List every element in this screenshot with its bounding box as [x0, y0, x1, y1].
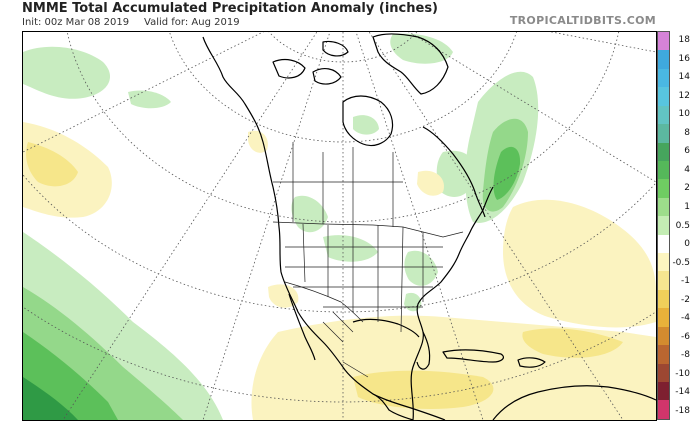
pacific-wet-deep	[23, 377, 78, 420]
labrador-coast	[422, 126, 486, 218]
gulf-alaska-wet	[128, 90, 171, 109]
legend-swatch	[658, 345, 669, 364]
legend-tick-label: -1	[681, 276, 690, 287]
northeast-pacific-dry-core	[26, 142, 78, 187]
north-pacific-wet	[23, 46, 111, 99]
legend-swatch	[658, 50, 669, 69]
legend-tick-label: -18	[675, 405, 690, 416]
gulf-of-mexico	[352, 318, 420, 338]
southwest-dry	[268, 284, 299, 308]
legend-tick-label: 6	[684, 146, 690, 157]
legend-tick-label: -0.5	[672, 257, 690, 268]
legend-swatch	[658, 308, 669, 327]
coastlines	[202, 33, 656, 420]
political-borders	[272, 142, 464, 378]
caribbean-dry-core	[353, 370, 494, 409]
hudson-wet	[353, 115, 379, 135]
legend-swatch	[658, 124, 669, 143]
east-us-wet	[404, 250, 438, 286]
baja-california	[288, 293, 316, 361]
legend-swatch	[658, 197, 669, 217]
legend-swatch	[658, 160, 669, 180]
canada-province-lines	[273, 142, 403, 227]
legend-swatch	[658, 32, 669, 51]
caribbean-dry-east	[522, 328, 623, 358]
us-east-coastline	[410, 186, 494, 420]
labrador-wet	[436, 150, 476, 197]
legend-swatch	[658, 216, 669, 235]
west-coast-dry	[248, 130, 268, 153]
valid-time: Valid for: Aug 2019	[144, 17, 240, 28]
arctic-islands	[272, 40, 349, 85]
legend-tick-label: -10	[675, 368, 690, 379]
legend-swatch	[658, 179, 669, 198]
legend-tick-label: 12	[678, 90, 690, 101]
northwest-us-wet	[291, 195, 328, 233]
legend-tick-label: 4	[684, 164, 690, 175]
greenland-wet	[390, 33, 453, 64]
legend-swatch	[658, 363, 669, 383]
legend-tick-label: 0.5	[675, 220, 690, 231]
legend-tick-label: -8	[681, 350, 690, 361]
central-america	[372, 393, 446, 420]
legend-tick-label: 10	[678, 109, 690, 120]
wet-anomaly-areas	[23, 33, 539, 420]
legend-tick-label: 18	[678, 35, 690, 46]
legend-swatch	[658, 87, 669, 106]
legend-swatch	[658, 382, 669, 401]
us-state-lines	[285, 223, 443, 333]
legend-tick-label: 2	[684, 183, 690, 194]
atlantic-wet-strong	[493, 146, 521, 200]
atlantic-dry	[503, 199, 656, 328]
greenland-outline	[372, 33, 449, 95]
legend-swatch	[658, 68, 669, 88]
init-time: Init: 00z Mar 08 2019	[22, 17, 130, 28]
map-title: NMME Total Accumulated Precipitation Ano…	[22, 1, 438, 16]
legend-swatch	[658, 142, 669, 161]
central-us-wet	[323, 235, 378, 262]
legend-colorbar	[657, 31, 670, 420]
legend-tick-labels: 18 16 14 12 10 8 6 4 2 1 0.5 0 -0.5 -1 -2 -4 -6 -8 -10 -14 -…	[671, 31, 692, 420]
legend-swatch	[658, 253, 669, 272]
legend-tick-label: -14	[675, 387, 690, 398]
cuba	[442, 349, 505, 363]
canada-dry	[417, 170, 444, 196]
hispaniola	[517, 357, 546, 368]
map-canvas	[23, 32, 656, 420]
legend-tick-label: -6	[681, 331, 690, 342]
precipitation-anomaly-map[interactable]	[22, 31, 657, 421]
legend-swatch	[658, 105, 669, 125]
legend-tick-label: 14	[678, 72, 690, 83]
hudson-bay	[342, 95, 394, 147]
legend-tick-label: 8	[684, 127, 690, 138]
legend-tick-label: 16	[678, 53, 690, 64]
legend-swatch	[658, 289, 669, 309]
legend-swatch	[658, 400, 669, 419]
legend-swatch	[658, 234, 669, 254]
legend-swatch	[658, 326, 669, 346]
graticule	[23, 32, 656, 420]
legend-tick-label: 1	[684, 201, 690, 212]
florida	[416, 331, 431, 370]
dry-anomaly-areas	[23, 122, 656, 420]
legend-tick-label: -4	[681, 313, 690, 324]
legend-swatch	[658, 271, 669, 290]
south-america	[492, 385, 656, 420]
brand-logo-text[interactable]: TROPICALTIDBITS.COM	[509, 14, 656, 27]
mexico-state-lines	[322, 311, 369, 378]
legend-tick-label: 0	[684, 239, 690, 250]
legend-tick-label: -2	[681, 294, 690, 305]
